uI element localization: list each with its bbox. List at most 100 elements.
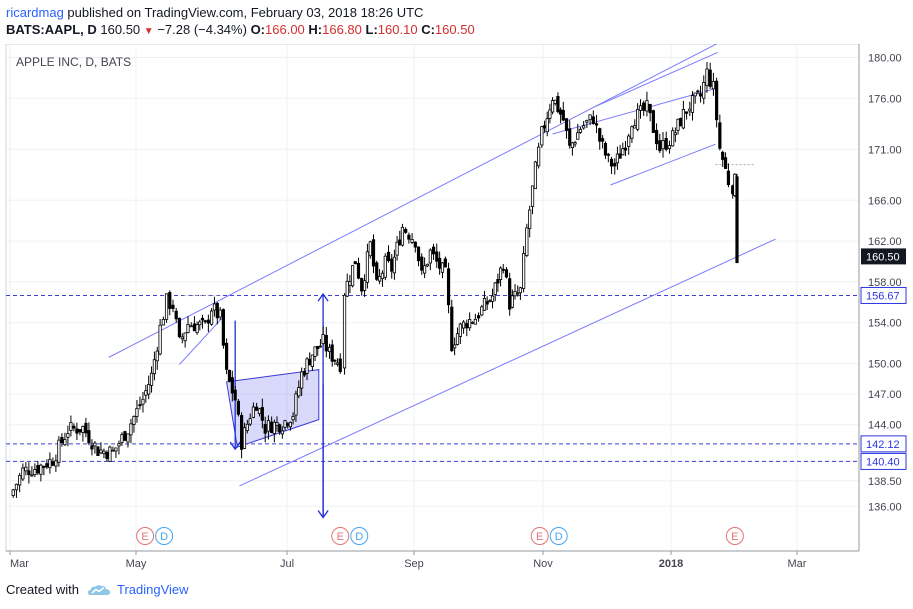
candle (715, 77, 719, 128)
candle-body (383, 255, 387, 278)
candle-body (623, 147, 628, 151)
last-price: 160.50 (100, 22, 141, 37)
sub-channel-mid-line[interactable] (552, 88, 714, 135)
candle-body (195, 324, 199, 334)
candle-body (240, 415, 244, 450)
candle (522, 245, 526, 293)
candle (333, 359, 337, 366)
candle (272, 419, 276, 443)
candle-body (453, 344, 457, 349)
candle (501, 263, 505, 274)
candle (570, 141, 575, 156)
candle-body (36, 465, 40, 474)
candle-body (135, 407, 139, 417)
candle (528, 205, 532, 238)
candle-body (280, 430, 284, 435)
price-axis[interactable]: 136.00 138.50 140.40 144.00 147.00 150.00 154.… (858, 44, 907, 551)
down-arrow-icon: ▼ (143, 26, 154, 37)
candle (496, 273, 500, 292)
candle-body (490, 295, 495, 302)
candle-body (386, 251, 391, 262)
candle (410, 233, 414, 245)
candle (345, 273, 349, 298)
candle (138, 396, 142, 410)
time-axis[interactable]: Mar May Jul Sep Nov 2018 Mar (6, 550, 859, 570)
dividend-marker[interactable]: D (155, 527, 174, 545)
candle (627, 133, 631, 155)
sub-channel-lower-line[interactable] (610, 143, 716, 186)
candle-body (105, 451, 109, 459)
tradingview-cloud-icon (87, 584, 110, 595)
candle-body (673, 132, 677, 136)
candle (545, 111, 549, 137)
candle-body (39, 464, 43, 475)
candle (360, 277, 364, 296)
candle (413, 241, 417, 253)
flag-pattern-shape[interactable] (226, 369, 320, 448)
candle (621, 142, 625, 156)
candle-body (705, 68, 709, 87)
candle-body (57, 439, 61, 463)
candle (564, 118, 569, 139)
earnings-circle (136, 527, 155, 545)
candle (438, 251, 442, 275)
candle (443, 256, 447, 268)
earnings-marker[interactable]: E (331, 527, 350, 545)
candle (476, 312, 481, 322)
candle-body (498, 267, 503, 280)
candle-body (664, 138, 668, 150)
candle (105, 450, 109, 462)
y-tick-label: 180.00 (868, 53, 902, 65)
candle-body (461, 321, 466, 329)
candle (696, 89, 700, 95)
candle-body (72, 425, 76, 429)
target-arrow-up-head (317, 293, 329, 302)
candle (380, 270, 385, 287)
candle-body (613, 163, 617, 167)
candle-body (144, 390, 148, 396)
channel-lower-line[interactable] (239, 238, 776, 487)
candle-body (621, 148, 625, 156)
dividend-marker[interactable]: D (350, 527, 369, 545)
chart-header: ricardmag published on TradingView.com, … (6, 4, 475, 40)
candle (386, 245, 391, 263)
candle-body (573, 142, 577, 145)
candle-body (305, 358, 309, 374)
candle-body (138, 404, 142, 407)
candle-body (48, 458, 52, 469)
candle (446, 262, 451, 314)
candle-body (726, 170, 731, 186)
drop-arrow-head (229, 441, 241, 451)
y-tick-label: 154.00 (868, 318, 902, 330)
candle (606, 152, 610, 163)
candle-body (518, 287, 523, 294)
earnings-marker[interactable]: E (725, 527, 744, 545)
price-label-bg (860, 452, 907, 470)
candle-body (473, 318, 477, 325)
candle-body (528, 209, 532, 230)
candle (45, 459, 49, 470)
candle (275, 416, 279, 432)
candle-body (690, 95, 695, 113)
candle-body (582, 125, 586, 129)
author-link[interactable]: ricardmag (6, 5, 64, 20)
candle (510, 289, 514, 309)
earnings-marker[interactable]: E (136, 527, 155, 545)
sub-channel-upper-line[interactable] (595, 51, 718, 107)
candle (280, 426, 284, 439)
candle (642, 100, 646, 116)
channel-upper-line[interactable] (108, 44, 720, 358)
candle-body (263, 424, 267, 434)
earnings-marker[interactable]: E (530, 527, 549, 545)
candle-body (390, 258, 394, 272)
dividend-marker[interactable]: D (549, 527, 568, 545)
candle-body (368, 241, 372, 257)
candle-body (161, 319, 165, 326)
candle (516, 285, 520, 297)
grid (6, 44, 859, 551)
candle-body (350, 265, 355, 287)
tradingview-link[interactable]: TradingView (116, 582, 189, 597)
high-label: H: (308, 22, 323, 37)
